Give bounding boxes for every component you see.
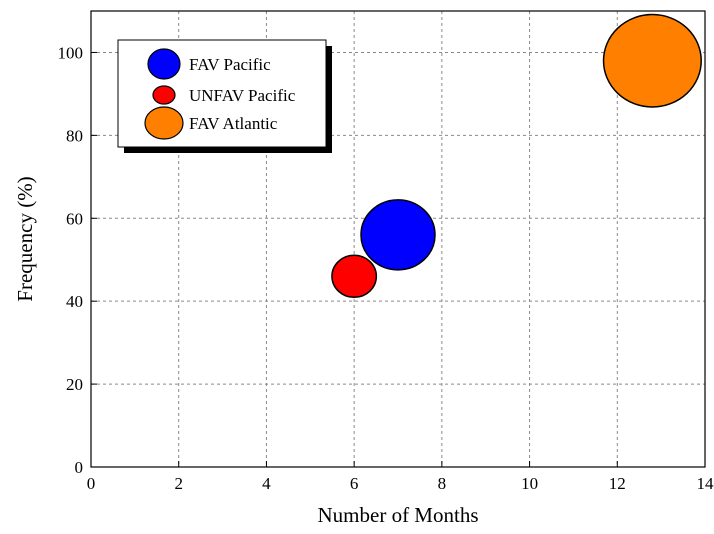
axis-ticks: 0 2 4 6 8 10 12 14 0 20 40 60 80 100	[58, 43, 714, 493]
x-tick-label: 12	[609, 474, 626, 493]
bubble-point	[331, 254, 378, 299]
x-tick-label: 6	[350, 474, 359, 493]
legend-swatch	[144, 106, 184, 140]
legend-swatch	[147, 48, 181, 80]
plot-area-frame	[90, 10, 706, 468]
x-tick-label: 4	[262, 474, 271, 493]
legend-label: UNFAV Pacific	[189, 86, 296, 105]
x-tick-label: 2	[174, 474, 183, 493]
legend-label: FAV Atlantic	[189, 114, 278, 133]
x-tick-label: 8	[438, 474, 447, 493]
y-tick-label: 40	[66, 292, 83, 311]
y-axis-label: Frequency (%)	[13, 176, 37, 301]
grid-lines	[91, 11, 705, 467]
legend-label: FAV Pacific	[189, 55, 271, 74]
bubble-point	[360, 199, 436, 271]
y-tick-label: 80	[66, 126, 83, 145]
y-tick-label: 60	[66, 209, 83, 228]
bubbles	[331, 13, 702, 299]
x-axis-label: Number of Months	[318, 503, 479, 527]
legend-swatch	[152, 85, 176, 105]
x-tick-label: 14	[697, 474, 714, 493]
y-tick-label: 100	[58, 43, 84, 62]
y-tick-label: 20	[66, 375, 83, 394]
x-tick-label: 0	[87, 474, 96, 493]
bubble-point	[602, 13, 702, 108]
x-tick-label: 10	[521, 474, 538, 493]
legend: FAV Pacific UNFAV Pacific FAV Atlantic	[117, 39, 332, 153]
y-tick-label: 0	[75, 458, 84, 477]
